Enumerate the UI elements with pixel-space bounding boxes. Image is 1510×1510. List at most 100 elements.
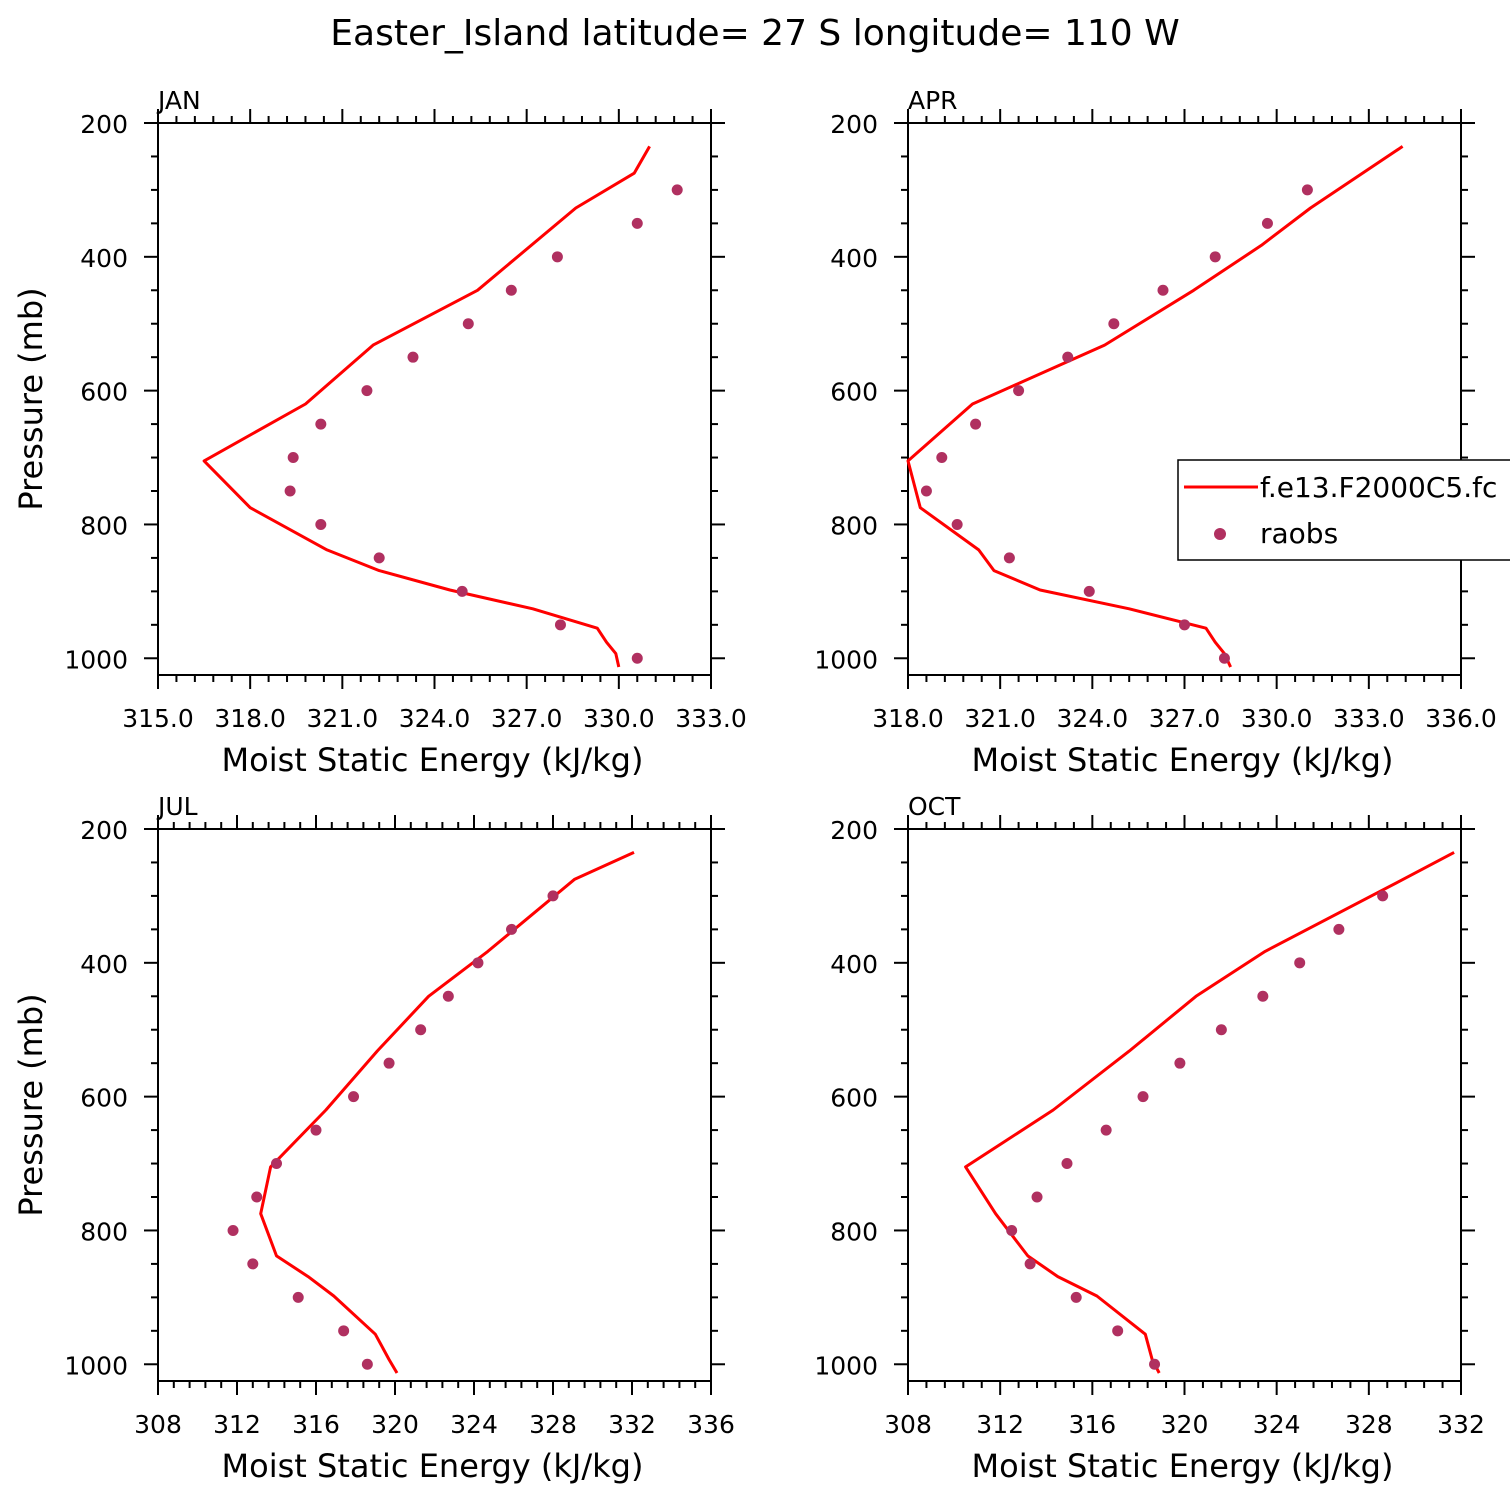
obs-point: [338, 1325, 350, 1337]
obs-point: [1301, 184, 1313, 196]
obs-point: [1108, 318, 1120, 330]
plot-frame: [907, 828, 1462, 1382]
obs-point: [1031, 1191, 1043, 1203]
plot-frame: [157, 828, 712, 1382]
y-tick-label: 400: [80, 244, 128, 273]
x-tick-label: 324: [450, 1410, 498, 1439]
y-tick-label: 400: [830, 244, 878, 273]
plot-frame: [907, 122, 1462, 676]
obs-point: [373, 552, 385, 564]
obs-point: [1157, 284, 1169, 296]
obs-point: [407, 351, 419, 363]
obs-point: [631, 217, 643, 229]
x-axis-label: Moist Static Energy (kJ/kg): [222, 741, 644, 779]
y-tick-label: 600: [830, 1084, 878, 1113]
obs-point: [1294, 957, 1306, 969]
x-tick-label: 333.0: [675, 704, 747, 733]
obs-point: [1261, 217, 1273, 229]
x-tick-label: 312: [213, 1410, 261, 1439]
figure-title: Easter_Island latitude= 27 S longitude= …: [330, 13, 1179, 54]
x-tick-label: 330.0: [1241, 704, 1313, 733]
x-tick-label: 327.0: [1149, 704, 1221, 733]
panel-apr: 318.0 321.0 324.0 327.0 330.0 333.0 336.0 200 40…: [814, 86, 1496, 779]
x-tick-label: 332: [1437, 1410, 1485, 1439]
y-axis-label: Pressure (mb): [12, 993, 50, 1216]
x-tick-label: 324.0: [1057, 704, 1129, 733]
obs-point: [551, 251, 563, 263]
obs-point: [1179, 619, 1190, 631]
obs-point: [415, 1024, 427, 1036]
obs-point: [292, 1291, 304, 1303]
x-tick-label: 324: [1253, 1410, 1301, 1439]
y-tick-label: 200: [80, 816, 128, 845]
x-tick-label: 320: [371, 1410, 419, 1439]
obs-point: [554, 619, 566, 631]
model-line: [964, 851, 1455, 1374]
obs-point: [1218, 652, 1230, 664]
panel-oct: 308 312 316 320 324 328 332 200 400 600 800 1000 OCT…: [814, 792, 1484, 1485]
y-tick-label: 400: [80, 950, 128, 979]
x-tick-label: 320: [1161, 1410, 1209, 1439]
obs-point: [1024, 1258, 1036, 1270]
obs-point: [1149, 1358, 1161, 1370]
obs-point: [361, 385, 373, 397]
x-axis-label: Moist Static Energy (kJ/kg): [972, 1447, 1394, 1485]
y-tick-label: 1000: [64, 645, 128, 674]
panels: 315.0 318.0 321.0 324.0 327.0 330.0 333.0 200 40…: [12, 86, 1497, 1485]
obs-point: [1377, 890, 1389, 902]
obs-point: [315, 418, 327, 430]
x-tick-label: 332: [608, 1410, 656, 1439]
obs-point: [361, 1358, 373, 1370]
y-tick-label: 600: [830, 378, 878, 407]
panel-title: JUL: [156, 792, 198, 821]
y-tick-label: 600: [80, 1084, 128, 1113]
obs-point: [247, 1258, 259, 1270]
legend-model-label: f.e13.F2000C5.fc: [1260, 471, 1497, 504]
obs-point: [1257, 990, 1269, 1002]
obs-point: [1174, 1057, 1186, 1069]
x-tick-label: 328: [529, 1410, 577, 1439]
obs-point: [1083, 585, 1095, 597]
panel-jul: 308 312 316 320 324 328 332 336 200 400 600 800 1000…: [12, 792, 735, 1485]
obs-point: [1013, 385, 1025, 397]
obs-point: [547, 890, 559, 902]
y-tick-label: 800: [80, 1217, 128, 1246]
legend-obs-label: raobs: [1260, 517, 1338, 550]
obs-point: [284, 485, 296, 497]
y-tick-label: 1000: [64, 1351, 128, 1380]
x-tick-label: 316: [292, 1410, 340, 1439]
x-tick-label: 330.0: [583, 704, 655, 733]
obs-point: [462, 318, 474, 330]
panel-jan: 315.0 318.0 321.0 324.0 327.0 330.0 333.0 200 40…: [12, 86, 747, 779]
obs-point: [315, 518, 327, 530]
obs-point: [1112, 1325, 1124, 1337]
obs-point: [671, 184, 683, 196]
x-tick-label: 318.0: [872, 704, 944, 733]
obs-point: [472, 957, 484, 969]
x-axis-label: Moist Static Energy (kJ/kg): [222, 1447, 644, 1485]
y-tick-label: 200: [830, 110, 878, 139]
obs-point: [506, 923, 518, 935]
obs-point: [442, 990, 454, 1002]
model-line: [259, 851, 635, 1374]
obs-point: [383, 1057, 395, 1069]
obs-point: [251, 1191, 263, 1203]
obs-point: [1100, 1124, 1112, 1136]
obs-point: [1209, 251, 1221, 263]
x-tick-label: 316: [1068, 1410, 1116, 1439]
obs-point: [227, 1224, 239, 1236]
obs-point: [1070, 1291, 1082, 1303]
obs-point: [348, 1091, 360, 1103]
obs-point: [310, 1124, 322, 1136]
x-tick-label: 321.0: [307, 704, 379, 733]
panel-title: OCT: [908, 792, 961, 821]
model-line: [202, 145, 651, 668]
y-axis-label: Pressure (mb): [12, 287, 50, 510]
x-tick-label: 336.0: [1425, 704, 1497, 733]
obs-point: [1006, 1224, 1018, 1236]
obs-point: [970, 418, 982, 430]
y-tick-label: 200: [80, 110, 128, 139]
obs-point: [1137, 1091, 1149, 1103]
panel-title: APR: [908, 86, 958, 115]
